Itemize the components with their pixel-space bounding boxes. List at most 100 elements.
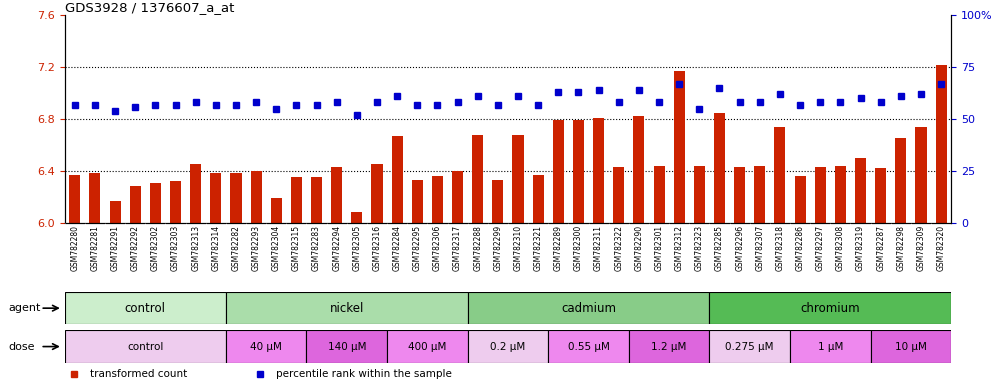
- Text: GSM782291: GSM782291: [111, 225, 120, 271]
- Text: GSM782299: GSM782299: [493, 225, 502, 271]
- Bar: [472, 135, 483, 223]
- Bar: [251, 171, 262, 223]
- Text: GSM782313: GSM782313: [191, 225, 200, 271]
- Bar: [875, 168, 886, 223]
- Text: GSM782321: GSM782321: [534, 225, 543, 271]
- Text: GSM782314: GSM782314: [211, 225, 220, 271]
- Text: percentile rank within the sample: percentile rank within the sample: [276, 369, 451, 379]
- Bar: [210, 174, 221, 223]
- Text: GSM782295: GSM782295: [412, 225, 421, 271]
- Bar: [815, 167, 826, 223]
- Text: nickel: nickel: [330, 302, 364, 314]
- Bar: [790, 330, 871, 363]
- Bar: [709, 330, 790, 363]
- Text: 0.275 μM: 0.275 μM: [725, 341, 774, 352]
- Text: GSM782298: GSM782298: [896, 225, 905, 271]
- Text: GSM782297: GSM782297: [816, 225, 825, 271]
- Text: GSM782292: GSM782292: [130, 225, 139, 271]
- Text: 0.2 μM: 0.2 μM: [490, 341, 526, 352]
- Bar: [935, 65, 946, 223]
- Text: GSM782281: GSM782281: [91, 225, 100, 271]
- Text: GSM782289: GSM782289: [554, 225, 563, 271]
- Text: 400 μM: 400 μM: [408, 341, 446, 352]
- Bar: [653, 166, 664, 223]
- Bar: [573, 120, 584, 223]
- Text: transformed count: transformed count: [90, 369, 187, 379]
- Text: GSM782307: GSM782307: [755, 225, 764, 271]
- Text: GSM782294: GSM782294: [333, 225, 342, 271]
- Bar: [271, 198, 282, 223]
- Bar: [513, 135, 524, 223]
- Bar: [533, 175, 544, 223]
- Bar: [307, 330, 387, 363]
- Bar: [709, 292, 951, 324]
- Text: 0.55 μM: 0.55 μM: [568, 341, 610, 352]
- Text: 1 μM: 1 μM: [818, 341, 843, 352]
- Text: GSM782288: GSM782288: [473, 225, 482, 271]
- Text: GSM782284: GSM782284: [392, 225, 401, 271]
- Bar: [734, 167, 745, 223]
- Bar: [633, 116, 644, 223]
- Bar: [387, 330, 468, 363]
- Bar: [468, 292, 709, 324]
- Text: GSM782309: GSM782309: [916, 225, 925, 271]
- Bar: [129, 187, 140, 223]
- Bar: [70, 175, 81, 223]
- Text: GSM782283: GSM782283: [312, 225, 321, 271]
- Bar: [492, 180, 503, 223]
- Bar: [593, 118, 605, 223]
- Text: GSM782282: GSM782282: [231, 225, 240, 271]
- Bar: [90, 174, 101, 223]
- Text: cadmium: cadmium: [561, 302, 617, 314]
- Bar: [311, 177, 322, 223]
- Text: GSM782315: GSM782315: [292, 225, 301, 271]
- Bar: [895, 139, 906, 223]
- Text: GSM782304: GSM782304: [272, 225, 281, 271]
- Bar: [170, 181, 181, 223]
- Bar: [915, 127, 926, 223]
- Bar: [775, 127, 786, 223]
- Text: GSM782322: GSM782322: [615, 225, 623, 271]
- Bar: [835, 166, 846, 223]
- Bar: [226, 292, 468, 324]
- Bar: [372, 164, 382, 223]
- Text: control: control: [127, 341, 163, 352]
- Bar: [714, 113, 725, 223]
- Text: GSM782320: GSM782320: [936, 225, 945, 271]
- Bar: [614, 167, 624, 223]
- Text: GSM782306: GSM782306: [433, 225, 442, 271]
- Text: control: control: [124, 302, 165, 314]
- Bar: [452, 171, 463, 223]
- Bar: [230, 174, 241, 223]
- Text: GSM782290: GSM782290: [634, 225, 643, 271]
- Text: GSM782316: GSM782316: [373, 225, 381, 271]
- Text: 140 μM: 140 μM: [328, 341, 367, 352]
- Bar: [65, 330, 226, 363]
- Text: GSM782318: GSM782318: [776, 225, 785, 271]
- Text: 10 μM: 10 μM: [895, 341, 927, 352]
- Text: dose: dose: [8, 341, 35, 352]
- Text: GSM782286: GSM782286: [796, 225, 805, 271]
- Text: GSM782305: GSM782305: [353, 225, 362, 271]
- Text: GSM782280: GSM782280: [71, 225, 80, 271]
- Text: GSM782303: GSM782303: [171, 225, 180, 271]
- Bar: [226, 330, 307, 363]
- Text: GSM782293: GSM782293: [252, 225, 261, 271]
- Text: GSM782287: GSM782287: [876, 225, 885, 271]
- Text: GSM782323: GSM782323: [695, 225, 704, 271]
- Bar: [871, 330, 951, 363]
- Bar: [795, 176, 806, 223]
- Text: 1.2 μM: 1.2 μM: [651, 341, 687, 352]
- Text: chromium: chromium: [801, 302, 861, 314]
- Bar: [291, 177, 302, 223]
- Bar: [391, 136, 402, 223]
- Text: agent: agent: [8, 303, 41, 313]
- Text: GSM782302: GSM782302: [151, 225, 160, 271]
- Bar: [468, 330, 548, 363]
- Text: GSM782285: GSM782285: [715, 225, 724, 271]
- Bar: [411, 180, 423, 223]
- Text: GSM782310: GSM782310: [514, 225, 523, 271]
- Bar: [694, 166, 705, 223]
- Bar: [553, 120, 564, 223]
- Text: GSM782312: GSM782312: [674, 225, 683, 271]
